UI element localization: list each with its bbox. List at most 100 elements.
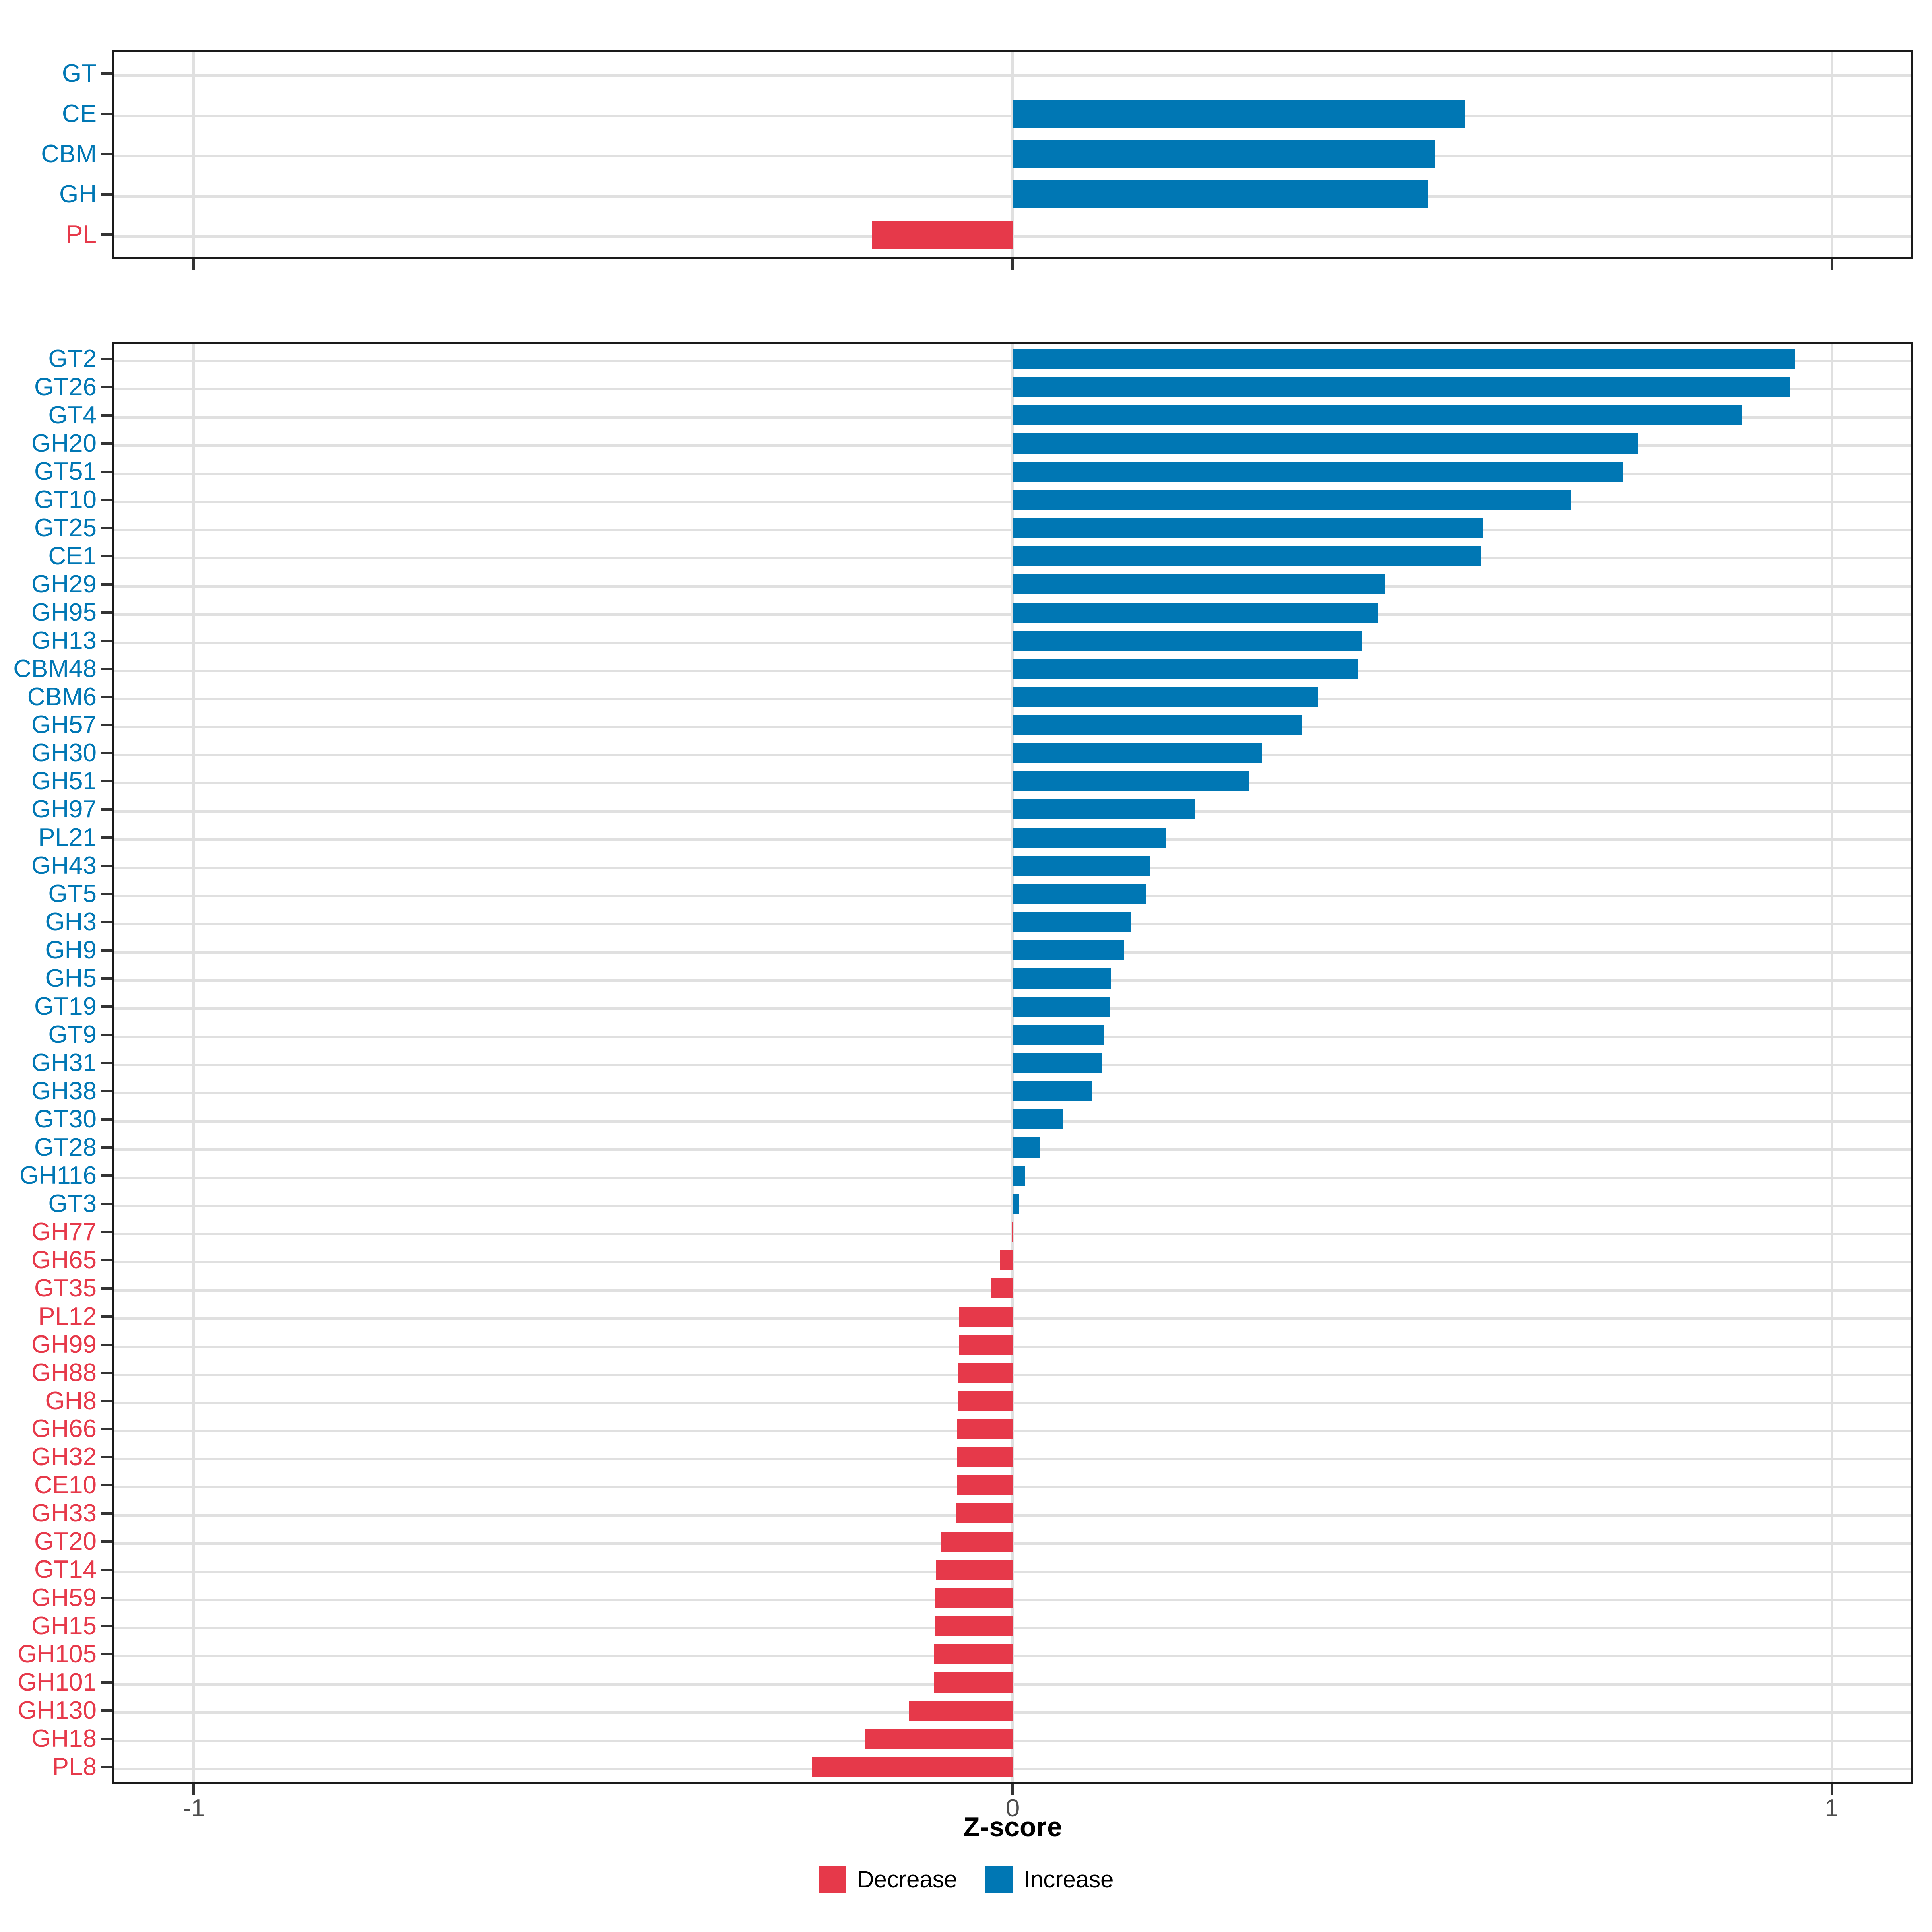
category-label-GT: GT: [62, 60, 97, 87]
bar-GH15: [935, 1616, 1013, 1637]
bar-PL8: [812, 1757, 1013, 1777]
x-axis-tick: [192, 1784, 195, 1795]
y-axis-tick: [101, 1005, 112, 1008]
category-label-GH18: GH18: [31, 1725, 97, 1753]
x-tick-label-1: 1: [1825, 1794, 1839, 1822]
category-label-GH66: GH66: [31, 1415, 97, 1443]
category-label-GH38: GH38: [31, 1077, 97, 1105]
category-label-GH29: GH29: [31, 570, 97, 598]
y-axis-tick: [101, 1653, 112, 1656]
y-axis-tick: [101, 1681, 112, 1684]
bar-PL12: [958, 1306, 1013, 1327]
category-label-GH13: GH13: [31, 626, 97, 654]
bar-GT35: [991, 1278, 1013, 1298]
bar-GT4: [1013, 405, 1742, 425]
category-label-CBM48: CBM48: [13, 654, 97, 683]
y-axis-tick: [101, 696, 112, 698]
bar-GH65: [1000, 1250, 1013, 1270]
bar-GH97: [1013, 799, 1195, 820]
category-label-GH30: GH30: [31, 739, 97, 767]
y-axis-tick: [101, 470, 112, 473]
decrease-swatch: [818, 1866, 846, 1893]
increase-swatch: [985, 1866, 1013, 1893]
category-label-GT4: GT4: [48, 401, 97, 429]
legend: Decrease Increase: [0, 1866, 1932, 1893]
bar-GH77: [1011, 1222, 1013, 1242]
y-axis-tick: [101, 1709, 112, 1712]
y-axis-tick: [101, 1034, 112, 1036]
bar-CBM: [1013, 140, 1435, 168]
category-label-GH15: GH15: [31, 1612, 97, 1640]
y-axis-tick: [101, 667, 112, 670]
y-axis-tick: [101, 1146, 112, 1149]
y-axis-tick: [101, 949, 112, 952]
category-label-GH95: GH95: [31, 598, 97, 626]
bar-GH20: [1013, 433, 1639, 454]
category-label-GH88: GH88: [31, 1358, 97, 1387]
category-label-GH43: GH43: [31, 852, 97, 880]
category-label-GT25: GT25: [34, 514, 97, 542]
category-label-PL12: PL12: [38, 1302, 97, 1330]
y-axis-tick: [101, 526, 112, 529]
y-axis-tick: [101, 442, 112, 445]
y-axis-tick: [101, 1174, 112, 1177]
bar-GH18: [864, 1729, 1013, 1749]
top-panel-cazyme-classes: [112, 50, 1913, 259]
category-label-GH: GH: [59, 180, 97, 208]
category-label-GT10: GT10: [34, 485, 97, 514]
y-axis-tick: [101, 639, 112, 642]
bar-GT19: [1013, 997, 1110, 1017]
bar-GT2: [1013, 349, 1795, 369]
x-axis-tick: [1011, 259, 1014, 270]
bar-GH99: [958, 1334, 1013, 1355]
bar-GH116: [1013, 1165, 1025, 1186]
bar-GT9: [1013, 1025, 1104, 1045]
y-axis-tick: [101, 357, 112, 360]
bar-GT28: [1013, 1137, 1041, 1158]
category-label-GH77: GH77: [31, 1218, 97, 1246]
y-axis-tick: [101, 611, 112, 614]
vertical-gridline: [192, 52, 195, 257]
bar-CE10: [957, 1475, 1013, 1496]
bar-GH5: [1013, 968, 1111, 989]
y-axis-tick: [101, 193, 112, 196]
y-axis-tick: [101, 1090, 112, 1092]
y-axis-tick: [101, 977, 112, 980]
bar-GT3: [1013, 1193, 1020, 1214]
y-axis-tick: [101, 1118, 112, 1121]
category-label-GT5: GT5: [48, 880, 97, 908]
category-label-PL21: PL21: [38, 824, 97, 852]
bar-GH31: [1013, 1053, 1102, 1073]
x-axis-tick: [1830, 1784, 1833, 1795]
legend-label-increase: Increase: [1024, 1866, 1114, 1893]
bar-GH95: [1013, 602, 1378, 623]
vertical-gridline: [192, 344, 195, 1782]
category-label-CE10: CE10: [34, 1471, 97, 1499]
bar-GH101: [934, 1672, 1013, 1693]
category-label-GT51: GT51: [34, 457, 97, 485]
category-label-GH8: GH8: [45, 1387, 97, 1415]
category-label-CE1: CE1: [48, 542, 97, 570]
y-axis-tick: [101, 724, 112, 727]
y-axis-tick: [101, 893, 112, 896]
y-axis-tick: [101, 498, 112, 501]
bar-GH105: [934, 1644, 1013, 1665]
y-axis-tick: [101, 386, 112, 388]
y-axis-tick: [101, 1512, 112, 1515]
y-axis-tick: [101, 808, 112, 811]
category-label-GH65: GH65: [31, 1246, 97, 1274]
y-axis-tick: [101, 1202, 112, 1205]
y-axis-tick: [101, 414, 112, 417]
category-label-GH59: GH59: [31, 1584, 97, 1612]
y-axis-tick: [101, 1766, 112, 1769]
y-axis-tick: [101, 113, 112, 115]
bar-GH88: [958, 1362, 1013, 1383]
category-label-CBM6: CBM6: [27, 683, 97, 711]
category-label-GH130: GH130: [17, 1697, 97, 1725]
y-axis-tick: [101, 752, 112, 755]
category-label-GH101: GH101: [17, 1668, 97, 1697]
y-axis-tick: [101, 1062, 112, 1064]
y-axis-tick: [101, 1597, 112, 1600]
vertical-gridline: [1830, 52, 1833, 257]
y-axis-tick: [101, 1259, 112, 1261]
